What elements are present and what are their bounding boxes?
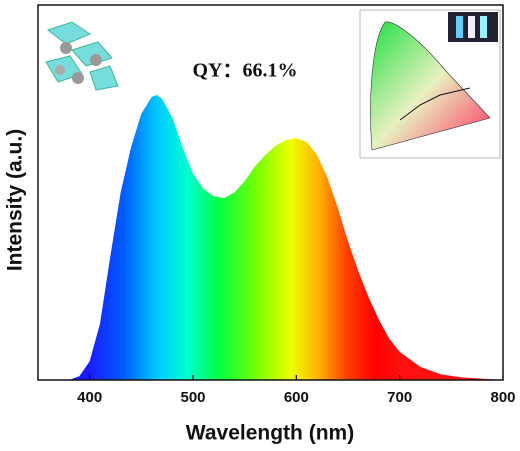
- x-tick-label: 400: [77, 389, 102, 406]
- x-tick-label: 800: [490, 389, 515, 406]
- x-tick-label: 500: [180, 389, 205, 406]
- x-tick-label: 600: [284, 389, 309, 406]
- plot-frame: [37, 4, 504, 381]
- spectrum-area: [69, 95, 503, 380]
- x-axis-title: Wavelength (nm): [186, 422, 354, 445]
- annotation: QY：66.1%: [193, 60, 298, 82]
- y-axis-title: Intensity (a.u.): [4, 129, 27, 271]
- cie-inset: [359, 9, 501, 159]
- x-tick-label: 700: [387, 389, 412, 406]
- plot-area: [69, 95, 503, 380]
- crystal-inset: [45, 21, 119, 91]
